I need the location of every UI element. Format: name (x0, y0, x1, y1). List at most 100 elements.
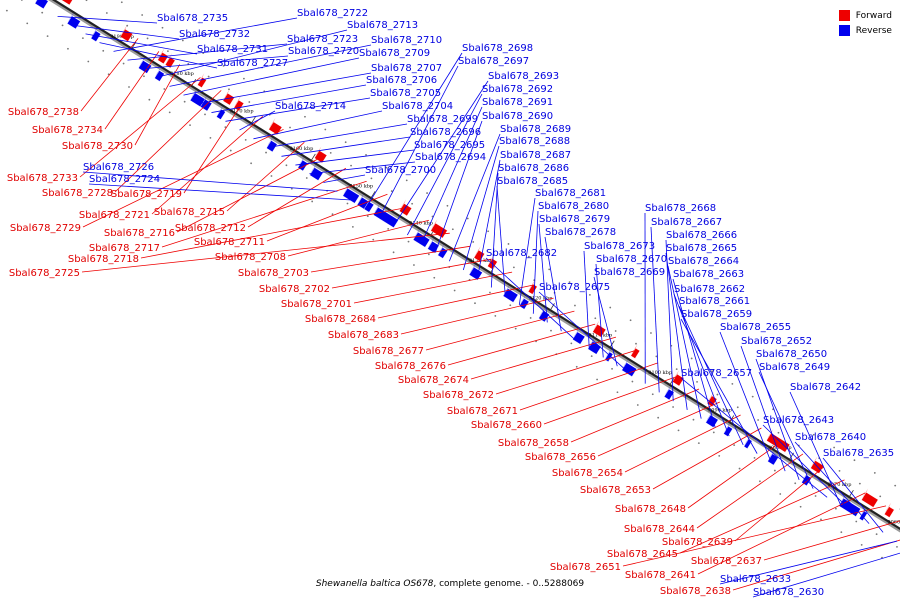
leader-line (687, 440, 783, 509)
genome-axis (51, 0, 900, 531)
guide-dot (820, 518, 822, 521)
gene-label-forward: Sbal678_2683 (328, 330, 399, 341)
gene-label-reverse: Sbal678_2666 (666, 230, 737, 241)
guide-dot (189, 124, 191, 127)
gene-label-reverse: Sbal678_2652 (741, 336, 812, 347)
leader-line (393, 80, 489, 227)
gene-label-forward: Sbal678_2738 (8, 107, 79, 118)
gene-label-reverse: Sbal678_2714 (275, 101, 346, 112)
gene-label-reverse: Sbal678_2664 (668, 256, 739, 267)
tick-label: 3160 kbp (290, 146, 314, 152)
gene-label-reverse: Sbal678_2690 (482, 111, 553, 122)
gene-label-forward: Sbal678_2660 (471, 420, 542, 431)
guide-dot (222, 64, 225, 67)
gene-label-forward: Sbal678_2717 (89, 243, 160, 254)
leader-line (624, 414, 741, 473)
gene-block (858, 510, 868, 521)
guide-dot (514, 327, 517, 330)
guide-dot (329, 152, 332, 154)
gene-label-reverse: Sbal678_2633 (720, 574, 791, 585)
guide-dot (731, 382, 734, 385)
gene-label-reverse: Sbal678_2695 (414, 140, 485, 151)
guide-dot (243, 77, 245, 80)
leader-line (81, 232, 450, 273)
gene-label-forward: Sbal678_2729 (10, 223, 81, 234)
gene-block (663, 388, 675, 401)
gene-label-reverse: Sbal678_2675 (539, 282, 610, 293)
leader-line (544, 236, 562, 332)
forward-swatch (838, 10, 850, 21)
guide-dot (474, 302, 476, 305)
leader-line (425, 310, 575, 351)
leader-line (80, 38, 139, 112)
guide-dot (413, 264, 415, 266)
guide-dot (489, 291, 491, 294)
guide-dot (228, 88, 230, 91)
axis-tick (370, 191, 376, 199)
guide-dot (181, 39, 184, 42)
leader-line (400, 297, 554, 335)
gene-block (314, 150, 328, 164)
leader-line (183, 57, 360, 96)
gene-block (266, 140, 278, 153)
reverse-swatch (838, 25, 850, 36)
leader-line (113, 17, 298, 52)
guide-dot (46, 35, 49, 37)
gene-block (430, 222, 448, 239)
guide-dot (5, 9, 8, 12)
gene-label-reverse: Sbal678_2722 (297, 8, 368, 19)
gene-label-reverse: Sbal678_2709 (359, 48, 430, 59)
leader-line (680, 318, 758, 454)
leader-line (538, 291, 632, 376)
leader-line (141, 55, 289, 70)
gene-label-forward: Sbal678_2719 (111, 189, 182, 200)
guide-dot (672, 406, 675, 408)
tick-label: 3100 kbp (648, 370, 672, 376)
gene-label-forward: Sbal678_2716 (104, 228, 175, 239)
gene-block (309, 167, 324, 181)
leader-line (485, 257, 576, 341)
gene-block (164, 56, 176, 69)
leader-line (266, 193, 388, 242)
leader-line (211, 84, 367, 113)
leader-line (85, 33, 198, 55)
guide-dot (250, 162, 253, 165)
gene-block (342, 187, 360, 204)
guide-dot (773, 469, 776, 472)
gene-label-forward: Sbal678_2718 (68, 254, 139, 265)
gene-label-forward: Sbal678_2711 (194, 237, 265, 248)
axis-tick (609, 340, 615, 348)
tick-label: 3090 kbp (708, 407, 732, 413)
guide-dot (61, 24, 64, 27)
gene-label-reverse: Sbal678_2661 (679, 296, 750, 307)
guide-dot (568, 281, 571, 284)
gene-block (743, 438, 753, 449)
leader-line (104, 51, 160, 130)
gene-label-reverse: Sbal678_2706 (366, 75, 437, 86)
guide-dot (611, 367, 613, 370)
guide-dot (574, 304, 576, 307)
guide-dot (351, 225, 354, 228)
gene-label-forward: Sbal678_2651 (550, 562, 621, 573)
guide-dot (738, 467, 741, 470)
guide-dot (614, 330, 617, 332)
leader-line (379, 65, 459, 218)
leader-line (253, 110, 383, 140)
gene-label-reverse: Sbal678_2655 (720, 322, 791, 333)
leader-line (169, 44, 372, 87)
leader-line (134, 64, 181, 146)
guide-dot (657, 416, 660, 419)
guide-dot (596, 378, 598, 381)
guide-dot (387, 228, 390, 230)
leader-line (88, 183, 352, 201)
guide-dot (509, 304, 512, 307)
guide-dot (512, 266, 515, 269)
gene-label-reverse: Sbal678_2640 (795, 432, 866, 443)
leader-line (679, 479, 845, 554)
gene-block (861, 492, 879, 508)
guide-dot (529, 317, 532, 319)
gene-label-reverse: Sbal678_2707 (371, 63, 442, 74)
guide-dot (290, 187, 293, 190)
gene-label-forward: Sbal678_2733 (7, 173, 78, 184)
